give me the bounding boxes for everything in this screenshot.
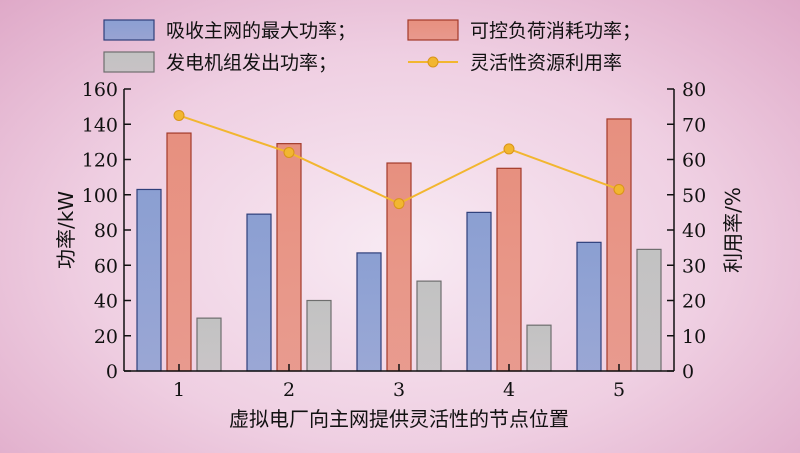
- bar-series3-1: [196, 317, 222, 372]
- right-tick-label: 60: [682, 150, 706, 172]
- bar-series3-5: [636, 248, 662, 372]
- bar-series2-5: [606, 118, 632, 372]
- left-tick-label: 20: [94, 326, 118, 348]
- bar-series2-1: [166, 132, 192, 372]
- utilization-point-1: [173, 109, 185, 121]
- left-tick-label: 140: [82, 114, 118, 136]
- bar-series1-1: [136, 188, 162, 372]
- bar-series1-3: [356, 252, 382, 372]
- right-axis-ticks: 0 10 20 30 40 50 60 70 80: [667, 79, 706, 383]
- bar-marks: [136, 118, 662, 372]
- legend-label-2: 可控负荷消耗功率；: [470, 20, 641, 42]
- x-tick-label: 2: [283, 379, 295, 401]
- legend: 吸收主网的最大功率； 可控负荷消耗功率； 发电机组发出功率； 灵活性资源利用率: [103, 19, 641, 74]
- legend-swatch-3: [103, 51, 155, 73]
- legend-label-1: 吸收主网的最大功率；: [166, 20, 356, 42]
- line-series: [173, 109, 625, 210]
- utilization-point-4: [503, 143, 515, 155]
- x-tick-label: 5: [613, 379, 625, 401]
- right-tick-label: 50: [682, 185, 706, 207]
- legend-swatch-2: [407, 19, 459, 41]
- left-tick-label: 120: [82, 150, 118, 172]
- legend-marker: [427, 56, 439, 68]
- bar-series1-4: [466, 211, 492, 372]
- left-axis-ticks: 0 20 40 60 80 100 120 140 160: [82, 79, 131, 383]
- x-tick-label: 1: [173, 379, 185, 401]
- bar-series2-3: [386, 162, 412, 372]
- right-tick-label: 40: [682, 220, 706, 242]
- legend-swatch-1: [103, 19, 155, 41]
- bar-series3-4: [526, 324, 552, 372]
- x-tick-label: 3: [393, 379, 405, 401]
- x-axis-ticks: 1 2 3 4 5: [173, 364, 625, 401]
- left-axis-title: 功率/kW: [54, 191, 78, 269]
- left-tick-label: 100: [82, 185, 118, 207]
- right-tick-label: 0: [682, 361, 694, 383]
- right-tick-label: 70: [682, 114, 706, 136]
- left-tick-label: 80: [94, 220, 118, 242]
- bar-series2-2: [276, 143, 302, 372]
- right-axis-title: 利用率/%: [721, 187, 745, 273]
- x-tick-label: 4: [503, 379, 515, 401]
- left-tick-label: 40: [94, 291, 118, 313]
- legend-label-4: 灵活性资源利用率: [470, 52, 622, 74]
- bar-series1-2: [246, 213, 272, 372]
- utilization-point-5: [613, 183, 625, 195]
- right-tick-label: 10: [682, 326, 706, 348]
- utilization-point-2: [283, 146, 295, 158]
- bar-series1-5: [576, 241, 602, 372]
- right-tick-label: 20: [682, 291, 706, 313]
- x-axis-title: 虚拟电厂向主网提供灵活性的节点位置: [229, 407, 569, 431]
- bar-series2-4: [496, 167, 522, 372]
- bar-series3-2: [306, 299, 332, 372]
- bar-series3-3: [416, 280, 442, 372]
- left-tick-label: 160: [82, 79, 118, 101]
- right-tick-label: 30: [682, 255, 706, 277]
- right-tick-label: 80: [682, 79, 706, 101]
- legend-label-3: 发电机组发出功率；: [166, 52, 337, 74]
- left-tick-label: 0: [106, 361, 118, 383]
- left-tick-label: 60: [94, 255, 118, 277]
- utilization-point-3: [393, 198, 405, 210]
